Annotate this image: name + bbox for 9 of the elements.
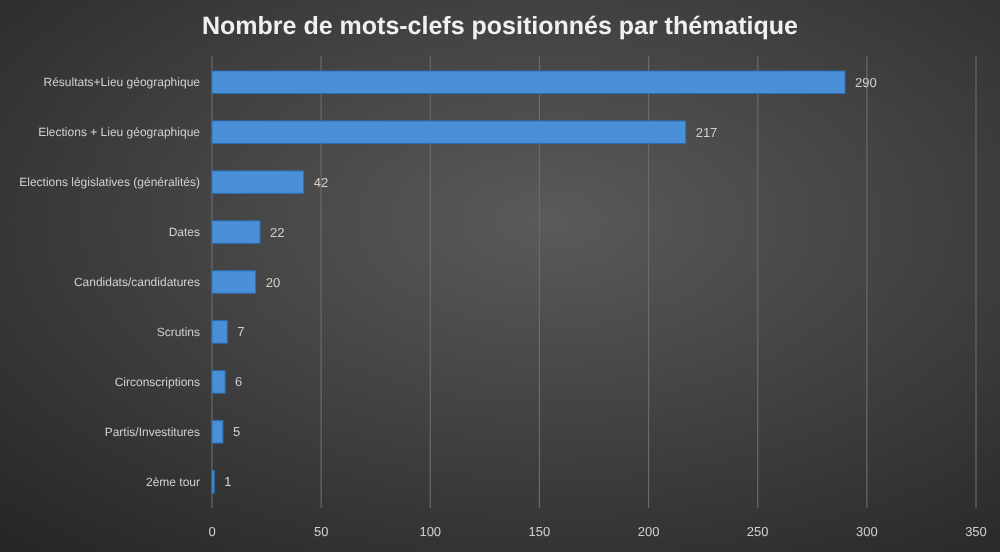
bar [211,70,846,94]
bar [211,220,261,244]
bar [211,420,224,444]
bar [211,120,687,144]
chart-title: Nombre de mots-clefs positionnés par thématique [202,12,799,40]
bar [211,170,305,194]
bar [211,270,257,294]
bar [211,370,226,394]
bar [211,320,228,344]
